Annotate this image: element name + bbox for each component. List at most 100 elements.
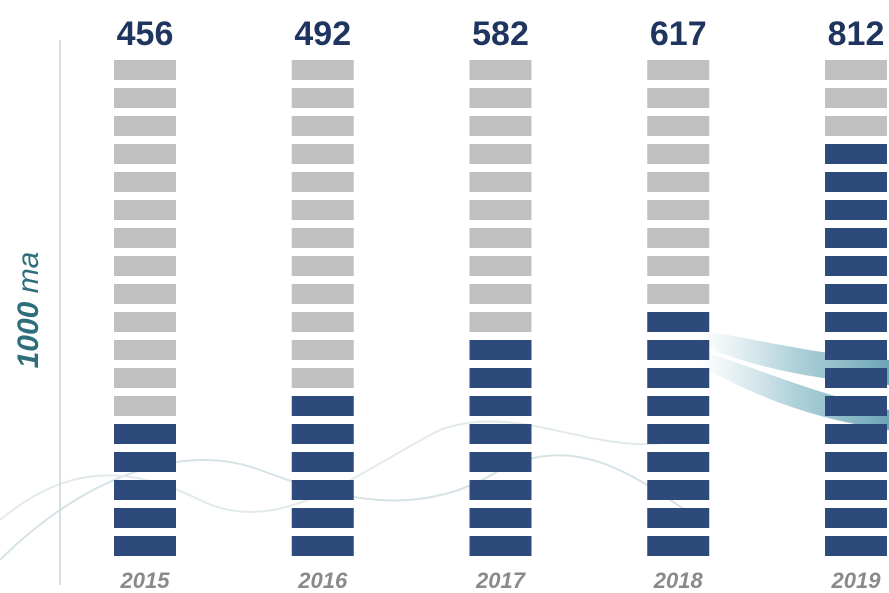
empty-segment xyxy=(292,340,354,360)
bar-segment xyxy=(470,396,532,416)
empty-segment xyxy=(114,284,176,304)
x-tick-label: 2019 xyxy=(831,568,882,593)
value-label: 456 xyxy=(117,15,174,53)
bar-segment xyxy=(647,424,709,444)
bar-segment xyxy=(825,368,887,388)
chart: 1000 ma 456 2015 492 2016 582 2017 617 2018 812 2… xyxy=(0,0,889,593)
empty-segment xyxy=(114,396,176,416)
bar-segment xyxy=(114,480,176,500)
empty-segment xyxy=(470,88,532,108)
empty-segment xyxy=(647,228,709,248)
bar-segment xyxy=(292,508,354,528)
empty-segment xyxy=(114,144,176,164)
bar-segment xyxy=(825,284,887,304)
y-axis-label: 1000 ma xyxy=(12,252,45,369)
bar-segment xyxy=(292,536,354,556)
empty-segment xyxy=(470,200,532,220)
empty-segment xyxy=(292,116,354,136)
bar-segment xyxy=(825,536,887,556)
value-label: 812 xyxy=(828,15,885,53)
empty-segment xyxy=(647,144,709,164)
empty-segment xyxy=(470,256,532,276)
empty-segment xyxy=(825,60,887,80)
x-tick-label: 2016 xyxy=(297,568,348,593)
empty-segment xyxy=(825,88,887,108)
empty-segment xyxy=(470,144,532,164)
bar-segment xyxy=(825,256,887,276)
bar-segment xyxy=(825,480,887,500)
bar-segment xyxy=(825,508,887,528)
empty-segment xyxy=(292,284,354,304)
bar-segment xyxy=(825,452,887,472)
empty-segment xyxy=(292,172,354,192)
bar-segment xyxy=(114,508,176,528)
bar-segment xyxy=(647,480,709,500)
x-tick-label: 2015 xyxy=(120,568,171,593)
value-label: 492 xyxy=(294,15,351,53)
empty-segment xyxy=(114,256,176,276)
empty-segment xyxy=(470,116,532,136)
empty-segment xyxy=(470,172,532,192)
bar-segment xyxy=(292,424,354,444)
bar-segment xyxy=(825,424,887,444)
empty-segment xyxy=(470,60,532,80)
bar-segment xyxy=(292,396,354,416)
empty-segment xyxy=(114,60,176,80)
empty-segment xyxy=(292,368,354,388)
empty-segment xyxy=(292,88,354,108)
value-label: 582 xyxy=(472,15,529,53)
x-tick-label: 2017 xyxy=(475,568,527,593)
empty-segment xyxy=(647,60,709,80)
empty-segment xyxy=(647,172,709,192)
empty-segment xyxy=(470,312,532,332)
empty-segment xyxy=(470,228,532,248)
empty-segment xyxy=(114,200,176,220)
bar-segment xyxy=(470,452,532,472)
bar-segment xyxy=(647,312,709,332)
bar-segment xyxy=(470,368,532,388)
bar-segment xyxy=(825,228,887,248)
empty-segment xyxy=(647,284,709,304)
empty-segment xyxy=(825,116,887,136)
empty-segment xyxy=(292,60,354,80)
empty-segment xyxy=(292,312,354,332)
empty-segment xyxy=(114,228,176,248)
bar-segment xyxy=(292,452,354,472)
bar-segment xyxy=(825,340,887,360)
empty-segment xyxy=(292,256,354,276)
empty-segment xyxy=(292,228,354,248)
bar-segment xyxy=(470,508,532,528)
bar-segment xyxy=(647,368,709,388)
empty-segment xyxy=(292,200,354,220)
bar-segment xyxy=(470,340,532,360)
value-label: 617 xyxy=(650,15,707,53)
empty-segment xyxy=(647,200,709,220)
empty-segment xyxy=(647,256,709,276)
bar-segment xyxy=(825,312,887,332)
bar-segment xyxy=(647,396,709,416)
bar-segment xyxy=(470,536,532,556)
bar-segment xyxy=(825,144,887,164)
empty-segment xyxy=(114,368,176,388)
empty-segment xyxy=(114,312,176,332)
bar-segment xyxy=(825,172,887,192)
empty-segment xyxy=(647,88,709,108)
empty-segment xyxy=(114,172,176,192)
x-tick-label: 2018 xyxy=(653,568,704,593)
bar-segment xyxy=(825,396,887,416)
empty-segment xyxy=(292,144,354,164)
bar-segment xyxy=(114,452,176,472)
bar-segment xyxy=(292,480,354,500)
bar-segment xyxy=(647,508,709,528)
bar-segment xyxy=(114,536,176,556)
bar-segment xyxy=(825,200,887,220)
bar-segment xyxy=(470,480,532,500)
empty-segment xyxy=(647,116,709,136)
empty-segment xyxy=(114,116,176,136)
bar-segment xyxy=(647,340,709,360)
bar-segment xyxy=(647,452,709,472)
bar-segment xyxy=(114,424,176,444)
empty-segment xyxy=(114,340,176,360)
empty-segment xyxy=(114,88,176,108)
empty-segment xyxy=(470,284,532,304)
